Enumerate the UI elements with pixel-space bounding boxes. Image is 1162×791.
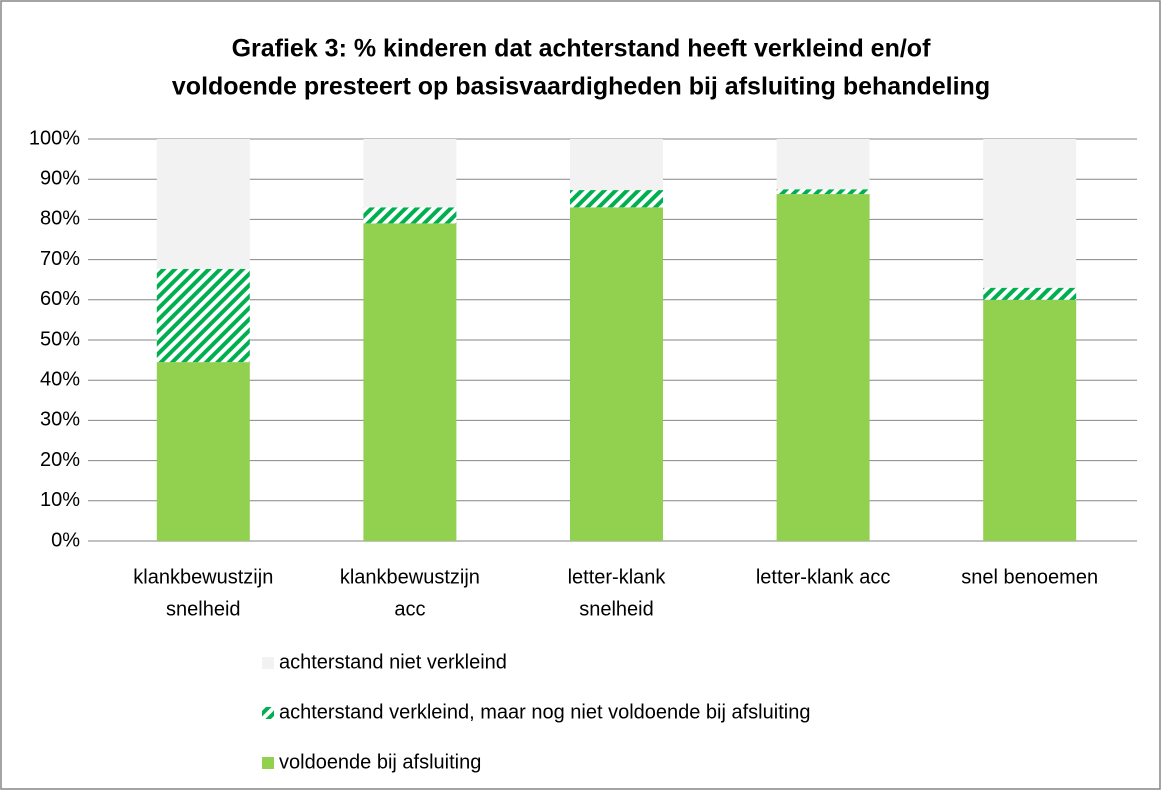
bar-segment [156, 139, 250, 269]
legend-label: achterstand niet verkleind [279, 651, 507, 673]
bar-segment [983, 139, 1077, 288]
legend-swatch [262, 757, 274, 769]
y-tick-label: 60% [40, 288, 80, 310]
bar-segment [983, 299, 1077, 541]
bar-segment [776, 189, 870, 195]
legend-swatch [262, 657, 274, 669]
bar-segment [363, 223, 457, 542]
y-tick-label: 50% [40, 328, 80, 350]
x-tick-label: klankbewustzijn [340, 566, 480, 588]
bar-segment [570, 139, 663, 191]
y-tick-label: 30% [40, 409, 80, 431]
bar-segment [983, 287, 1077, 300]
legend-swatch [262, 707, 274, 719]
chart-title: voldoende presteert op basisvaardigheden… [172, 73, 990, 101]
legend-label: voldoende bij afsluiting [279, 751, 481, 773]
x-tick-label: letter-klank acc [756, 566, 891, 588]
x-tick-label: snel benoemen [961, 566, 1098, 588]
chart-title: Grafiek 3: % kinderen dat achterstand he… [232, 35, 931, 63]
x-tick-label: snelheid [579, 598, 654, 620]
bar-segment [570, 190, 663, 208]
y-tick-label: 80% [40, 208, 80, 230]
x-tick-label: letter-klank [568, 566, 667, 588]
y-tick-label: 70% [40, 248, 80, 270]
y-tick-label: 10% [40, 489, 80, 511]
y-tick-label: 40% [40, 368, 80, 390]
x-tick-label: acc [394, 598, 425, 620]
y-tick-label: 20% [40, 449, 80, 471]
bar-segment [363, 139, 457, 208]
bar-segment [156, 362, 250, 541]
bar-segment [570, 207, 663, 541]
bar-segment [776, 194, 870, 541]
y-tick-label: 90% [40, 167, 80, 189]
y-tick-label: 0% [51, 529, 80, 551]
x-tick-label: klankbewustzijn [133, 566, 273, 588]
bar-segment [156, 268, 250, 363]
bar-segment [776, 139, 870, 190]
legend-label: achterstand verkleind, maar nog niet vol… [279, 701, 810, 723]
y-tick-label: 100% [29, 127, 80, 149]
x-tick-label: snelheid [166, 598, 241, 620]
bar-segment [363, 207, 457, 224]
